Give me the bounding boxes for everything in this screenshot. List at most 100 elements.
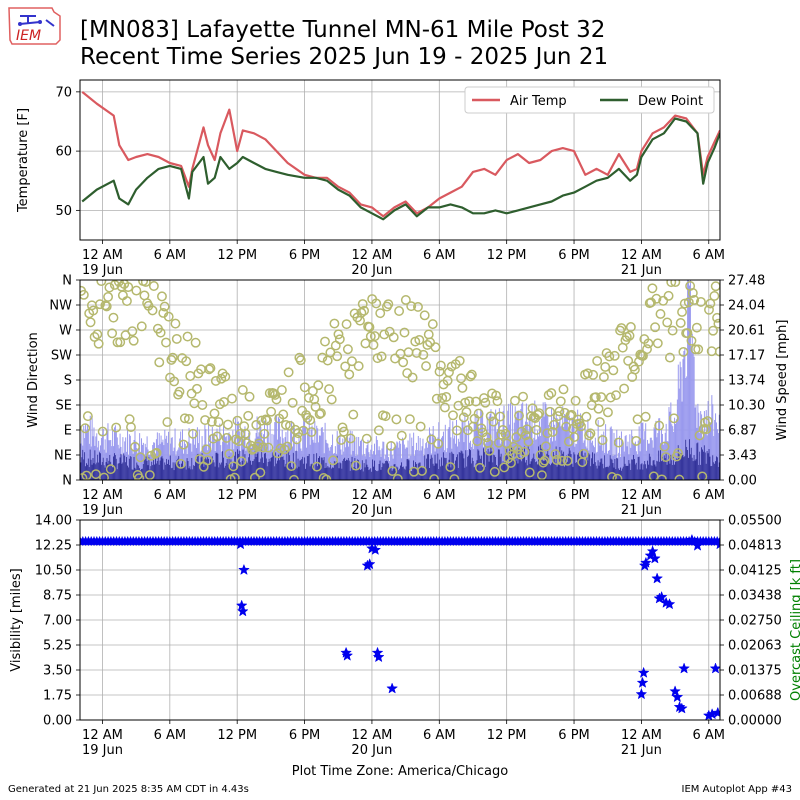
y-tick-label: SE [56,399,72,414]
wind-direction-point [558,384,569,395]
wind-direction-point [379,329,390,340]
visibility-point [372,650,385,663]
wind-direction-point [695,296,706,307]
wind-direction-point [314,409,325,420]
wind-direction-point [534,408,545,419]
wind-direction-point [522,424,533,435]
wind-direction-point [600,362,611,372]
wind-direction-point [310,401,321,412]
wind-direction-point [332,351,343,362]
wind-direction-point [411,347,422,358]
wind-direction-point [596,392,607,402]
wind-direction-point [686,335,697,346]
wind-direction-point [392,473,403,480]
wind-direction-point [320,336,330,347]
wind-direction-point [228,461,239,472]
wind-direction-point [561,421,572,432]
wind-direction-point [712,312,720,323]
x-tick-label: 12 AM [352,248,393,263]
y2-tick-label: 17.17 [728,349,765,364]
y-tick-label: N [62,274,72,289]
wind-direction-point [92,329,103,340]
wind-direction-point [500,429,511,439]
wind-direction-point [237,385,248,395]
wind-direction-point [376,351,387,362]
wind-direction-point [437,393,448,403]
wind-direction-point [88,305,99,316]
visibility-point [238,563,250,575]
wind-direction-point [562,455,573,466]
wind-direction-point [594,417,605,428]
wind-direction-point [244,391,255,402]
x-tick-label: 6 PM [558,728,589,743]
visibility-point [669,685,681,697]
wind-direction-point [328,455,339,466]
wind-direction-point [470,396,481,407]
wind-direction-point [202,455,213,466]
wind-direction-point [271,394,282,405]
legend-label: Air Temp [510,94,567,109]
wind-direction-point [623,355,634,366]
wind-direction-point [588,369,599,380]
wind-direction-point [643,338,654,349]
wind-direction-point [345,433,356,444]
wind-direction-point [200,415,211,425]
temperature-panel [79,79,721,241]
wind-direction-point [369,331,380,342]
x-tick-label: 6 AM [423,728,456,743]
wind-direction-point [632,414,643,425]
y-tick-label: E [64,424,72,439]
wind-direction-point [107,328,118,339]
wind-direction-point [651,293,662,304]
y2-axis-label: Overcast Ceiling [k ft] [789,559,800,701]
wind-direction-point [371,298,382,309]
wind-direction-point [413,301,423,312]
wind-direction-point [656,474,667,480]
wind-direction-point [220,371,231,382]
x-tick-label: 6 AM [693,728,726,743]
wind-direction-point [111,422,122,433]
wind-direction-point [317,352,328,363]
wind-direction-point [105,464,116,475]
wind-direction-point [104,282,115,293]
wind-direction-point [128,335,139,346]
x-tick-label: 19 Jun [82,743,123,758]
visibility-point [369,543,382,555]
wind-direction-point [93,338,104,349]
wind-direction-point [396,430,407,441]
y2-tick-label: 24.04 [728,299,765,314]
wind-direction-point [204,364,215,375]
wind-direction-point [466,369,477,380]
wind-direction-point [547,426,558,437]
wind-direction-points [80,280,720,480]
wind-direction-point [538,457,549,468]
wind-direction-point [576,421,586,432]
x-tick-label: 6 AM [423,248,456,263]
wind-direction-point [229,472,240,480]
wind-direction-point [346,356,357,367]
wind-direction-point [96,280,107,287]
wind-direction-point [140,280,151,287]
wind-direction-point [417,465,427,476]
wind-direction-point [359,305,370,316]
wind-direction-point [174,386,185,397]
wind-direction-point [597,435,608,446]
wind-direction-point [169,376,180,387]
y2-tick-label: 27.48 [728,274,765,289]
wind-direction-point [179,413,190,424]
x-tick-label: 12 AM [82,248,123,263]
y2-tick-label: 0.00000 [728,714,782,729]
y-tick-label: 14.00 [35,514,72,529]
visibility-point [655,590,668,603]
visibility-point [646,545,659,557]
wind-direction-point [464,396,475,407]
wind-direction-point [357,299,368,310]
wind-direction-point [512,444,523,455]
wind-direction-point [190,337,201,348]
wind-direction-point [452,425,462,436]
wind-direction-point [625,322,636,332]
generated-note: Generated at 21 Jun 2025 8:35 AM CDT in … [8,784,249,795]
x-tick-label: 12 PM [217,728,257,743]
wind-direction-point [474,462,485,473]
wind-direction-point [170,318,181,329]
